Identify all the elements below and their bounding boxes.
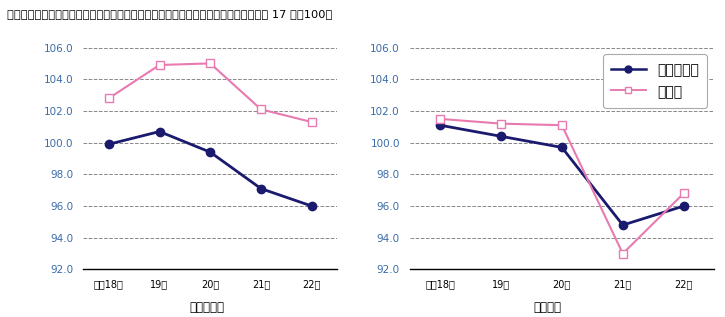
Text: 〈全国〉: 〈全国〉 xyxy=(534,301,561,314)
Text: 〈鳥取県〉: 〈鳥取県〉 xyxy=(189,301,224,314)
Text: 図１－３　主な産業別賃金指数の推移（現金給与総額、規模３０人以上）　　（平成 17 年＝100）: 図１－３ 主な産業別賃金指数の推移（現金給与総額、規模３０人以上） （平成 17… xyxy=(7,10,333,20)
Legend: 調査産業計, 製造業: 調査産業計, 製造業 xyxy=(602,55,707,108)
